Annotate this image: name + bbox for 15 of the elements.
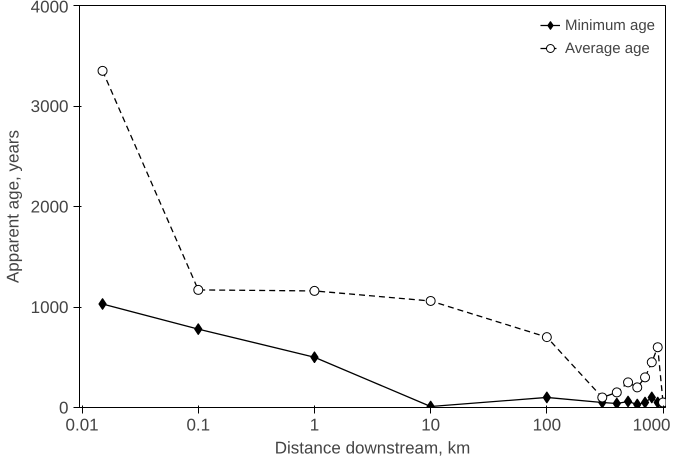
y-tick-label: 1000 xyxy=(30,298,69,317)
y-tick-label: 2000 xyxy=(30,198,69,216)
x-tick-label: 1 xyxy=(310,416,320,434)
x-tick-label: 0.1 xyxy=(186,416,210,434)
y-tick-label: 4000 xyxy=(30,0,69,16)
x-tick-label: 100 xyxy=(532,416,562,434)
x-tick-label: 10 xyxy=(421,416,440,434)
y-tick-label: 3000 xyxy=(30,97,69,116)
x-axis-title: Distance downstream, km xyxy=(274,438,470,458)
legend-label: Minimum age xyxy=(564,16,655,34)
y-axis-title: Apparent age, years xyxy=(4,130,23,284)
legend-label: Average age xyxy=(564,40,650,56)
y-tick-label: 0 xyxy=(59,398,69,418)
x-tick-label: 0.01 xyxy=(66,416,99,434)
x-tick-label: 1000 xyxy=(632,416,671,434)
